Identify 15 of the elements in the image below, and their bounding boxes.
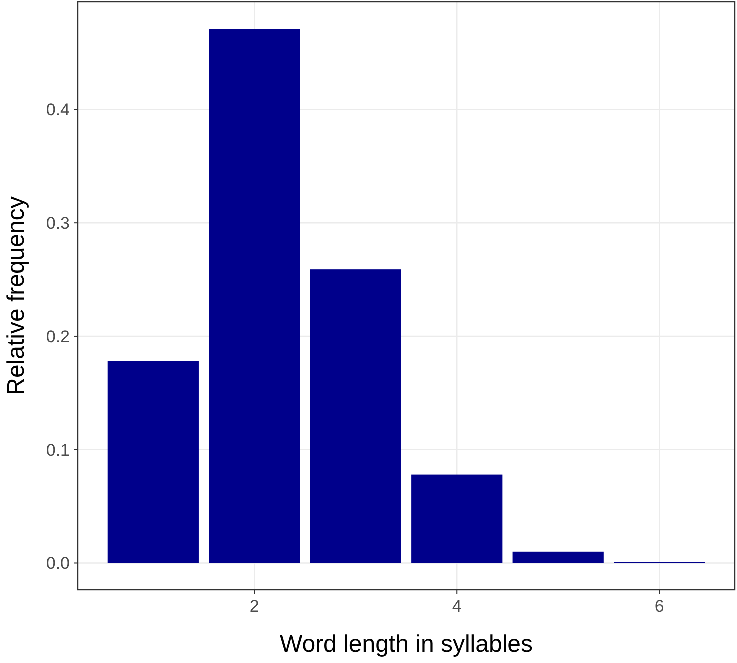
bar xyxy=(310,270,402,564)
x-axis-title: Word length in syllables xyxy=(280,631,534,658)
bar xyxy=(209,29,300,564)
x-tick-label: 6 xyxy=(654,597,664,616)
x-tick-label: 2 xyxy=(250,597,260,616)
bar xyxy=(512,552,604,564)
y-axis-title: Relative frequency xyxy=(3,196,30,396)
bar xyxy=(108,361,199,564)
y-tick-label: 0.3 xyxy=(46,214,70,234)
bar xyxy=(412,474,503,564)
y-tick-label: 0.2 xyxy=(46,327,70,346)
y-tick-label: 0.1 xyxy=(46,440,70,460)
y-tick-label: 0.0 xyxy=(46,554,70,574)
y-tick-label: 0.4 xyxy=(46,100,70,120)
x-tick-label: 4 xyxy=(452,597,462,616)
